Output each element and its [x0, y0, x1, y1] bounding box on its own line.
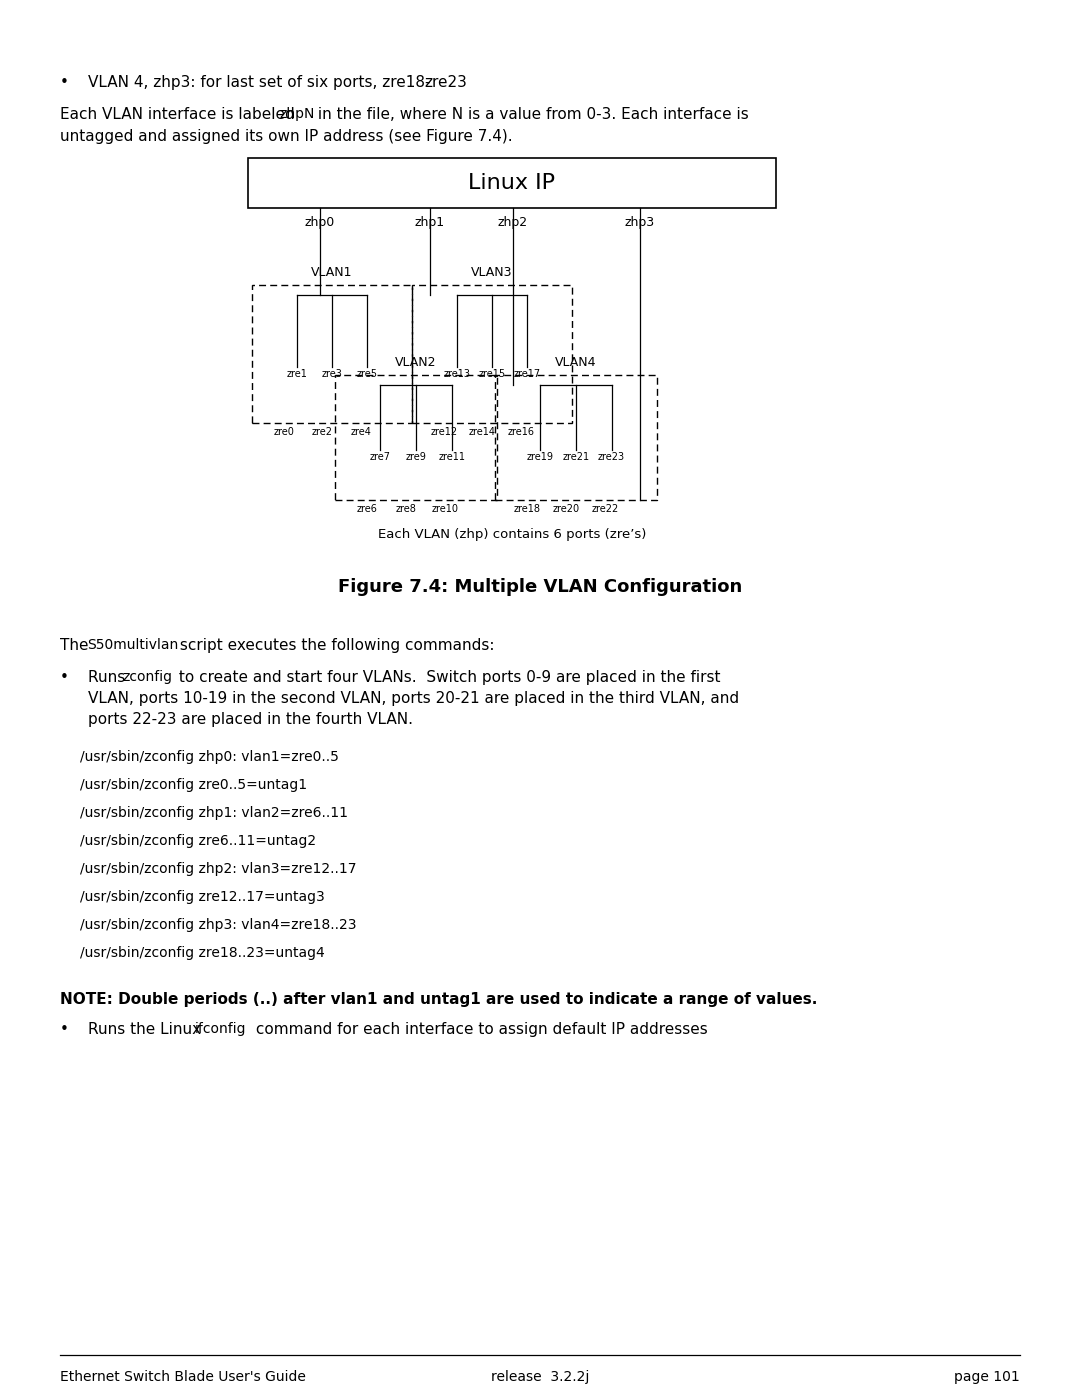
Text: zre17: zre17	[514, 369, 541, 379]
Text: zre19: zre19	[527, 453, 554, 462]
Text: •: •	[60, 75, 69, 89]
Text: /usr/sbin/zconfig zhp0: vlan1=zre0..5: /usr/sbin/zconfig zhp0: vlan1=zre0..5	[80, 750, 339, 764]
Text: page 101: page 101	[955, 1370, 1020, 1384]
Text: zre14: zre14	[469, 427, 496, 437]
Text: zre21: zre21	[563, 453, 590, 462]
Text: /usr/sbin/zconfig zre0..5=untag1: /usr/sbin/zconfig zre0..5=untag1	[80, 778, 307, 792]
Text: untagged and assigned its own IP address (see Figure 7.4).: untagged and assigned its own IP address…	[60, 129, 513, 144]
Text: zre9: zre9	[406, 453, 427, 462]
Text: in the file, where N is a value from 0-3. Each interface is: in the file, where N is a value from 0-3…	[313, 108, 748, 122]
Text: zre23: zre23	[598, 453, 625, 462]
Bar	[495, 374, 657, 500]
Text: Figure 7.4: Multiple VLAN Configuration: Figure 7.4: Multiple VLAN Configuration	[338, 578, 742, 597]
Text: zre10: zre10	[432, 504, 459, 514]
Text: zre22: zre22	[592, 504, 619, 514]
Bar	[252, 285, 411, 423]
Text: ifconfig: ifconfig	[195, 1023, 246, 1037]
Text: zre6: zre6	[357, 504, 378, 514]
Text: Each VLAN interface is labeled: Each VLAN interface is labeled	[60, 108, 299, 122]
Text: zre2: zre2	[312, 427, 333, 437]
Text: /usr/sbin/zconfig zre12..17=untag3: /usr/sbin/zconfig zre12..17=untag3	[80, 890, 325, 904]
Text: •: •	[60, 671, 69, 685]
Text: /usr/sbin/zconfig zhp2: vlan3=zre12..17: /usr/sbin/zconfig zhp2: vlan3=zre12..17	[80, 862, 356, 876]
Text: Runs the Linux: Runs the Linux	[87, 1023, 206, 1037]
Text: zre15: zre15	[478, 369, 505, 379]
Bar	[411, 285, 572, 423]
Bar	[248, 158, 777, 208]
Text: zre7: zre7	[369, 453, 391, 462]
Text: zre8: zre8	[396, 504, 417, 514]
Text: NOTE: Double periods (..) after vlan1 and untag1 are used to indicate a range of: NOTE: Double periods (..) after vlan1 an…	[60, 992, 818, 1007]
Text: to create and start four VLANs.  Switch ports 0-9 are placed in the first: to create and start four VLANs. Switch p…	[174, 671, 720, 685]
Text: /usr/sbin/zconfig zhp3: vlan4=zre18..23: /usr/sbin/zconfig zhp3: vlan4=zre18..23	[80, 918, 356, 932]
Text: zhp2: zhp2	[498, 217, 528, 229]
Text: zre4: zre4	[350, 427, 372, 437]
Bar	[335, 374, 497, 500]
Text: zre12: zre12	[431, 427, 458, 437]
Text: VLAN1: VLAN1	[311, 265, 353, 279]
Text: zre5: zre5	[356, 369, 378, 379]
Text: zconfig: zconfig	[122, 671, 172, 685]
Text: VLAN, ports 10-19 in the second VLAN, ports 20-21 are placed in the third VLAN, : VLAN, ports 10-19 in the second VLAN, po…	[87, 692, 739, 705]
Text: S50multivlan: S50multivlan	[87, 638, 178, 652]
Text: zre0: zre0	[273, 427, 295, 437]
Text: zre1: zre1	[286, 369, 307, 379]
Text: /usr/sbin/zconfig zhp1: vlan2=zre6..11: /usr/sbin/zconfig zhp1: vlan2=zre6..11	[80, 806, 348, 820]
Text: Linux IP: Linux IP	[469, 173, 555, 193]
Text: /usr/sbin/zconfig zre6..11=untag2: /usr/sbin/zconfig zre6..11=untag2	[80, 834, 316, 848]
Text: VLAN2: VLAN2	[395, 356, 436, 369]
Text: •: •	[60, 1023, 69, 1037]
Text: zhpN: zhpN	[279, 108, 314, 122]
Text: VLAN3: VLAN3	[471, 265, 513, 279]
Text: zhp3: zhp3	[625, 217, 656, 229]
Text: Each VLAN (zhp) contains 6 ports (zre’s): Each VLAN (zhp) contains 6 ports (zre’s)	[378, 528, 646, 541]
Text: zre13: zre13	[443, 369, 470, 379]
Text: ports 22-23 are placed in the fourth VLAN.: ports 22-23 are placed in the fourth VLA…	[87, 712, 413, 726]
Text: VLAN4: VLAN4	[555, 356, 597, 369]
Text: zre11: zre11	[438, 453, 465, 462]
Text: zre16: zre16	[508, 427, 535, 437]
Text: zhp1: zhp1	[415, 217, 445, 229]
Text: VLAN 4, zhp3: for last set of six ports, zre18-: VLAN 4, zhp3: for last set of six ports,…	[87, 75, 431, 89]
Text: zre20: zre20	[553, 504, 580, 514]
Text: zre23: zre23	[424, 75, 467, 89]
Text: Runs: Runs	[87, 671, 130, 685]
Text: /usr/sbin/zconfig zre18..23=untag4: /usr/sbin/zconfig zre18..23=untag4	[80, 946, 325, 960]
Text: The: The	[60, 638, 93, 652]
Text: zhp0: zhp0	[305, 217, 335, 229]
Text: command for each interface to assign default IP addresses: command for each interface to assign def…	[251, 1023, 707, 1037]
Text: release  3.2.2j: release 3.2.2j	[490, 1370, 590, 1384]
Text: script executes the following commands:: script executes the following commands:	[175, 638, 495, 652]
Text: zre18: zre18	[514, 504, 541, 514]
Text: Ethernet Switch Blade User's Guide: Ethernet Switch Blade User's Guide	[60, 1370, 306, 1384]
Text: zre3: zre3	[322, 369, 342, 379]
